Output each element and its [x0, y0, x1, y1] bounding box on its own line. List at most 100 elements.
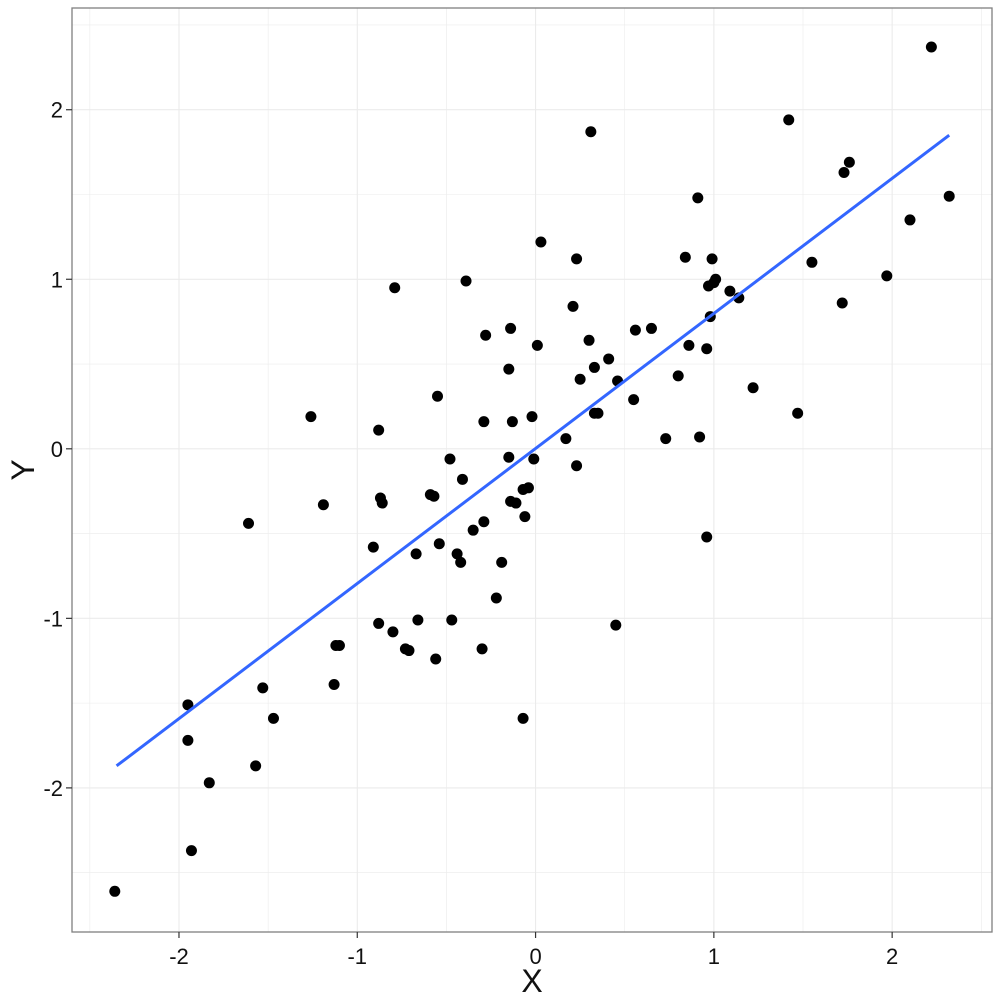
- data-point: [660, 433, 672, 445]
- data-point: [182, 734, 194, 746]
- data-point: [451, 548, 463, 560]
- x-tick-label: -2: [169, 944, 189, 969]
- data-point: [376, 497, 388, 509]
- data-point: [433, 538, 445, 550]
- x-axis-title: X: [521, 963, 542, 999]
- data-point: [503, 363, 515, 375]
- x-tick-label: 2: [886, 944, 898, 969]
- data-point: [387, 626, 399, 638]
- data-point: [610, 619, 622, 631]
- data-point: [806, 256, 818, 268]
- data-point: [328, 678, 340, 690]
- data-point: [747, 382, 759, 394]
- data-point: [243, 517, 255, 529]
- data-point: [629, 324, 641, 336]
- data-point: [838, 166, 850, 178]
- data-point: [257, 682, 269, 694]
- data-point: [478, 416, 490, 428]
- data-point: [367, 541, 379, 553]
- data-point: [522, 482, 534, 494]
- data-point: [706, 253, 718, 265]
- data-point: [267, 712, 279, 724]
- data-point: [843, 156, 855, 168]
- data-point: [109, 885, 121, 897]
- data-point: [528, 453, 540, 465]
- y-axis-title: Y: [5, 459, 41, 480]
- data-points: [109, 41, 955, 897]
- x-tick-label: 1: [708, 944, 720, 969]
- data-point: [203, 777, 215, 789]
- data-point: [560, 433, 572, 445]
- data-point: [672, 370, 684, 382]
- y-tick-label: -1: [43, 606, 63, 631]
- data-point: [904, 214, 916, 226]
- data-point: [389, 282, 401, 294]
- x-tick-label: -1: [347, 944, 367, 969]
- data-point: [506, 416, 518, 428]
- data-point: [792, 407, 804, 419]
- data-point: [836, 297, 848, 309]
- data-point: [446, 614, 458, 626]
- data-point: [432, 390, 444, 402]
- data-point: [410, 548, 422, 560]
- data-point: [567, 300, 579, 312]
- data-point: [430, 653, 442, 665]
- data-point: [710, 273, 722, 285]
- data-point: [692, 192, 704, 204]
- y-axis-ticks: -2 -1 0 1 2: [43, 98, 72, 801]
- data-point: [526, 411, 538, 423]
- data-point: [403, 645, 415, 657]
- data-point: [478, 516, 490, 528]
- y-tick-label: 2: [51, 98, 63, 123]
- data-point: [724, 285, 736, 297]
- data-point: [510, 497, 522, 509]
- data-point: [679, 251, 691, 263]
- data-point: [503, 451, 515, 463]
- data-point: [683, 339, 695, 351]
- data-point: [480, 329, 492, 341]
- data-point: [701, 343, 713, 355]
- data-point: [628, 394, 640, 406]
- data-point: [583, 334, 595, 346]
- data-point: [317, 499, 329, 511]
- x-axis-ticks: -2 -1 0 1 2: [169, 932, 898, 969]
- data-point: [456, 473, 468, 485]
- x-tick-label: 0: [529, 944, 541, 969]
- data-point: [517, 712, 529, 724]
- y-tick-label: 1: [51, 267, 63, 292]
- data-point: [571, 253, 583, 265]
- data-point: [460, 275, 472, 287]
- data-point: [694, 431, 706, 443]
- data-point: [588, 361, 600, 373]
- panel-border: [71, 7, 993, 933]
- data-point: [496, 556, 508, 568]
- data-point: [476, 643, 488, 655]
- data-point: [373, 424, 385, 436]
- data-point: [571, 460, 583, 472]
- data-point: [444, 453, 456, 465]
- fit-line-group: [115, 133, 951, 768]
- grid-lines: [72, 8, 992, 932]
- data-point: [505, 322, 517, 334]
- data-point: [455, 556, 467, 568]
- data-point: [925, 41, 937, 53]
- data-point: [574, 373, 586, 385]
- data-point: [535, 236, 547, 248]
- data-point: [305, 411, 317, 423]
- data-point: [250, 760, 262, 772]
- data-point: [428, 490, 440, 502]
- data-point: [467, 524, 479, 536]
- data-point: [645, 322, 657, 334]
- data-point: [182, 699, 194, 711]
- data-point: [412, 614, 424, 626]
- data-point: [333, 639, 345, 651]
- data-point: [701, 531, 713, 543]
- data-point: [603, 353, 615, 365]
- data-point: [881, 270, 893, 282]
- y-tick-label: -2: [43, 776, 63, 801]
- data-point: [943, 190, 955, 202]
- y-tick-label: 0: [51, 437, 63, 462]
- fit-line: [115, 133, 951, 768]
